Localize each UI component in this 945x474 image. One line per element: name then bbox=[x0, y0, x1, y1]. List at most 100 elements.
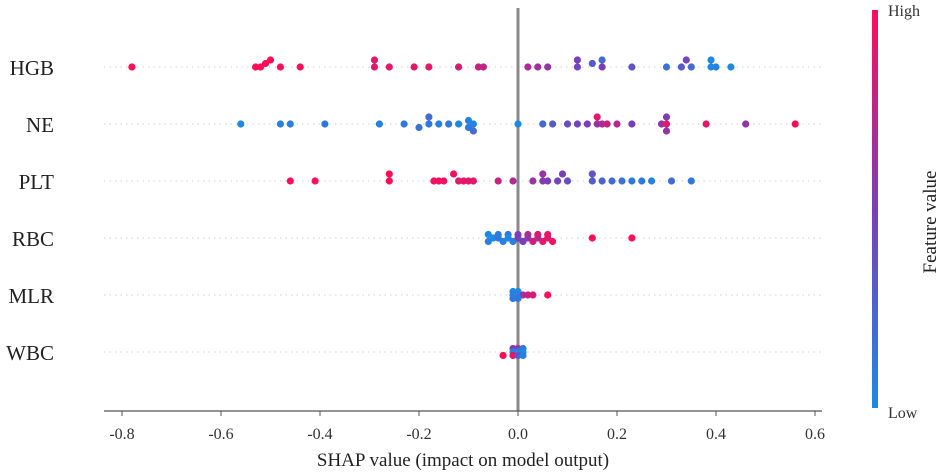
colorbar-title: Feature value bbox=[920, 171, 941, 274]
shap-point bbox=[469, 127, 477, 135]
shap-point bbox=[524, 234, 532, 242]
shap-point bbox=[662, 127, 671, 135]
shap-point bbox=[554, 177, 562, 185]
feature-label: WBC bbox=[6, 341, 54, 365]
shap-point bbox=[791, 120, 799, 128]
shap-point bbox=[296, 63, 304, 71]
shap-point bbox=[667, 177, 676, 185]
shap-point bbox=[494, 177, 502, 185]
shap-point bbox=[618, 177, 626, 185]
shap-point bbox=[657, 120, 666, 128]
shap-point bbox=[598, 177, 606, 185]
shap-point bbox=[484, 230, 492, 239]
shap-point bbox=[628, 120, 636, 128]
shap-point bbox=[742, 120, 750, 128]
shap-point bbox=[469, 177, 477, 185]
shap-point bbox=[598, 63, 606, 71]
shap-point bbox=[455, 177, 463, 185]
shap-point bbox=[588, 177, 596, 185]
shap-point bbox=[445, 120, 453, 128]
feature-label: MLR bbox=[8, 284, 54, 308]
shap-point bbox=[583, 120, 591, 128]
shap-point bbox=[385, 170, 393, 178]
shap-point bbox=[509, 351, 517, 360]
shap-point bbox=[237, 120, 245, 128]
shap-point bbox=[509, 294, 517, 303]
shap-point bbox=[311, 177, 319, 185]
shap-point bbox=[252, 63, 260, 71]
x-tick-label: 0.6 bbox=[805, 426, 825, 443]
shap-point bbox=[598, 120, 606, 128]
shap-points bbox=[128, 56, 799, 360]
shap-point bbox=[435, 177, 443, 185]
shap-point bbox=[549, 237, 557, 246]
feature-labels: HGB NE PLT RBC MLR WBC bbox=[6, 56, 54, 365]
shap-point bbox=[677, 63, 686, 71]
shap-point bbox=[425, 120, 433, 128]
x-tick-label: 0.0 bbox=[508, 426, 528, 443]
shap-point bbox=[425, 113, 433, 121]
shap-point bbox=[286, 120, 294, 128]
shap-point bbox=[687, 177, 695, 185]
shap-point bbox=[707, 56, 715, 64]
shap-point bbox=[707, 63, 715, 71]
shap-point bbox=[370, 63, 379, 71]
colorbar-low-label: Low bbox=[888, 405, 918, 422]
shap-point bbox=[415, 123, 423, 132]
colorbar-high-label: High bbox=[888, 3, 920, 20]
shap-point bbox=[534, 234, 542, 242]
shap-point bbox=[514, 120, 522, 128]
shap-point bbox=[455, 120, 463, 128]
shap-point bbox=[375, 120, 383, 128]
shap-point bbox=[276, 120, 284, 128]
x-tick-label: -0.8 bbox=[109, 426, 134, 443]
shap-point bbox=[286, 177, 294, 185]
shap-point bbox=[573, 56, 582, 64]
shap-point bbox=[519, 351, 527, 360]
shap-point bbox=[524, 291, 532, 299]
shap-point bbox=[514, 351, 522, 360]
shap-point bbox=[628, 63, 636, 71]
feature-label: NE bbox=[26, 113, 54, 137]
shap-point bbox=[588, 234, 596, 242]
shap-point bbox=[687, 63, 695, 71]
shap-point bbox=[479, 63, 487, 71]
colorbar-gradient bbox=[872, 10, 878, 408]
shap-point bbox=[509, 177, 517, 185]
shap-point bbox=[588, 59, 596, 68]
shap-point bbox=[608, 177, 616, 185]
shap-point bbox=[514, 294, 522, 303]
shap-point bbox=[410, 63, 418, 71]
x-tick-label: -0.4 bbox=[307, 426, 332, 443]
colorbar: High Low Feature value bbox=[872, 3, 941, 422]
shap-point bbox=[484, 237, 492, 246]
x-tick-label: -0.6 bbox=[208, 426, 233, 443]
shap-point bbox=[682, 56, 690, 64]
shap-point bbox=[539, 120, 547, 128]
shap-point bbox=[499, 351, 507, 360]
shap-point bbox=[588, 170, 596, 178]
shap-point bbox=[662, 120, 671, 128]
shap-point bbox=[539, 170, 547, 178]
shap-point bbox=[435, 120, 443, 128]
shap-point bbox=[662, 63, 671, 71]
shap-point bbox=[455, 63, 463, 71]
shap-point bbox=[499, 237, 507, 246]
shap-point bbox=[469, 120, 477, 128]
shap-point bbox=[593, 113, 601, 121]
shap-point bbox=[544, 177, 552, 185]
feature-label: RBC bbox=[12, 227, 54, 251]
feature-label: HGB bbox=[10, 56, 54, 80]
shap-point bbox=[529, 291, 537, 299]
shap-point bbox=[128, 63, 136, 71]
shap-point bbox=[474, 63, 482, 71]
shap-point bbox=[573, 63, 582, 71]
shap-point bbox=[400, 120, 408, 128]
shap-point bbox=[261, 59, 270, 68]
shap-point bbox=[544, 63, 552, 71]
x-tick-label: 0.4 bbox=[706, 426, 726, 443]
shap-point bbox=[603, 120, 611, 128]
shap-point bbox=[524, 63, 532, 71]
x-tick-label: 0.2 bbox=[607, 426, 627, 443]
